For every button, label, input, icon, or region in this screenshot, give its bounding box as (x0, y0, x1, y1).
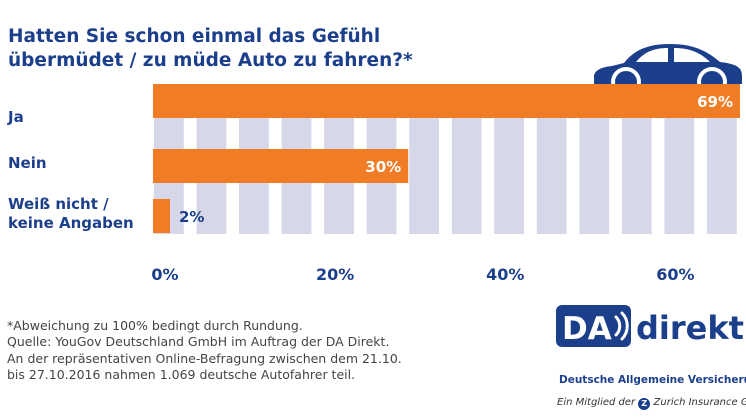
member-suffix: Zurich Insurance Gr (653, 397, 746, 408)
value-labels: 69% 30% 2% (179, 93, 733, 226)
tick-label: 60% (656, 265, 695, 284)
chart-title: Hatten Sie schon einmal das Gefühl überm… (8, 25, 448, 73)
tick-label: 0% (151, 265, 179, 284)
title-line-1: Hatten Sie schon einmal das Gefühl (8, 26, 381, 47)
category-label-line: Weiß nicht / (8, 195, 109, 213)
footnote: *Abweichung zu 100% bedingt durch Rundun… (7, 318, 527, 384)
tick-label: 40% (486, 265, 525, 284)
footnote-line-1: *Abweichung zu 100% bedingt durch Rundun… (7, 318, 303, 333)
logo-member-line: Ein Mitglied der Z Zurich Insurance Gr (557, 397, 746, 410)
zurich-z-icon: Z (638, 398, 651, 410)
bar (153, 149, 409, 183)
category-label-line: Ja (8, 108, 24, 126)
bar-value-label: 30% (365, 158, 401, 176)
category-label: Weiß nicht / keine Angaben (8, 195, 153, 233)
member-prefix: Ein Mitglied der (557, 397, 636, 408)
logo-da-box (556, 305, 631, 347)
bar-chart: 69% 30% 2% (153, 84, 740, 234)
logo-da-text: DA (562, 311, 612, 347)
logo-wordmark: DA direkt (556, 305, 744, 347)
category-label: Nein (8, 154, 153, 173)
da-direkt-logo: DA direkt Deutsche Allgemeine Versicheru… (556, 300, 746, 419)
bar (153, 84, 740, 118)
category-label: Ja (8, 108, 153, 127)
bar-value-label: 2% (179, 208, 204, 226)
tick-label: 20% (315, 265, 355, 284)
wave-icon (614, 311, 629, 341)
category-label-line: Nein (8, 154, 47, 172)
bars (153, 84, 740, 233)
bar-value-label: 69% (697, 93, 733, 111)
bar (153, 199, 171, 233)
logo-subtitle: Deutsche Allgemeine Versicherung (559, 374, 746, 386)
footnote-line-2: Quelle: YouGov Deutschland GmbH im Auftr… (7, 334, 390, 350)
footnote-line-4: bis 27.10.2016 nahmen 1.069 deutsche Aut… (7, 367, 356, 383)
logo-direkt-text: direkt (636, 309, 744, 347)
category-label-line: keine Angaben (8, 214, 134, 232)
title-line-2: übermüdet / zu müde Auto zu fahren?* (8, 50, 413, 71)
footnote-line-3: An der repräsentativen Online-Befragung … (7, 350, 402, 366)
